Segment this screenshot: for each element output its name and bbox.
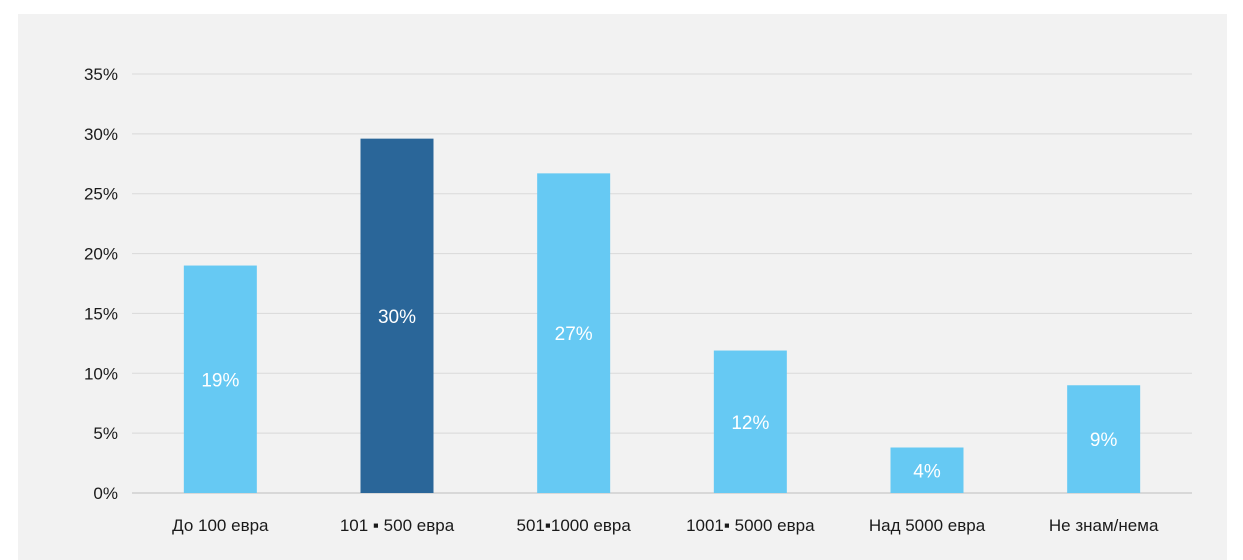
x-tick-label: 501▪1000 евра xyxy=(517,516,632,535)
y-tick-label: 25% xyxy=(84,185,118,204)
data-labels: 19% 30% 27% 12% 4% 9% xyxy=(201,307,1117,482)
bar xyxy=(537,173,611,493)
bar xyxy=(890,447,964,493)
bar xyxy=(713,350,787,493)
data-label: 19% xyxy=(201,370,239,391)
bar xyxy=(360,138,434,493)
y-tick-label: 10% xyxy=(84,364,118,383)
y-axis-ticks: 0% 5% 10% 15% 20% 25% 30% 35% xyxy=(84,65,118,503)
x-tick-label: 101 ▪ 500 евра xyxy=(340,516,455,535)
y-tick-label: 20% xyxy=(84,245,118,264)
bar xyxy=(1067,385,1141,493)
y-tick-label: 35% xyxy=(84,65,118,84)
data-label: 12% xyxy=(731,413,769,434)
x-axis-ticks: До 100 евра 101 ▪ 500 евра 501▪1000 евра 10… xyxy=(172,516,1159,535)
x-tick-label: Над 5000 евра xyxy=(869,516,986,535)
data-label: 30% xyxy=(378,307,416,328)
x-tick-label: До 100 евра xyxy=(172,516,269,535)
x-tick-label: Не знам/нема xyxy=(1049,516,1159,535)
gridlines xyxy=(132,73,1192,494)
y-tick-label: 5% xyxy=(93,424,118,443)
data-label: 27% xyxy=(555,324,593,345)
bars xyxy=(183,138,1141,493)
data-label: 9% xyxy=(1090,430,1118,451)
x-tick-label: 1001▪ 5000 евра xyxy=(686,516,815,535)
y-tick-label: 0% xyxy=(93,484,118,503)
data-label: 4% xyxy=(913,461,941,482)
y-tick-label: 30% xyxy=(84,125,118,144)
bar xyxy=(183,265,257,493)
y-tick-label: 15% xyxy=(84,304,118,323)
